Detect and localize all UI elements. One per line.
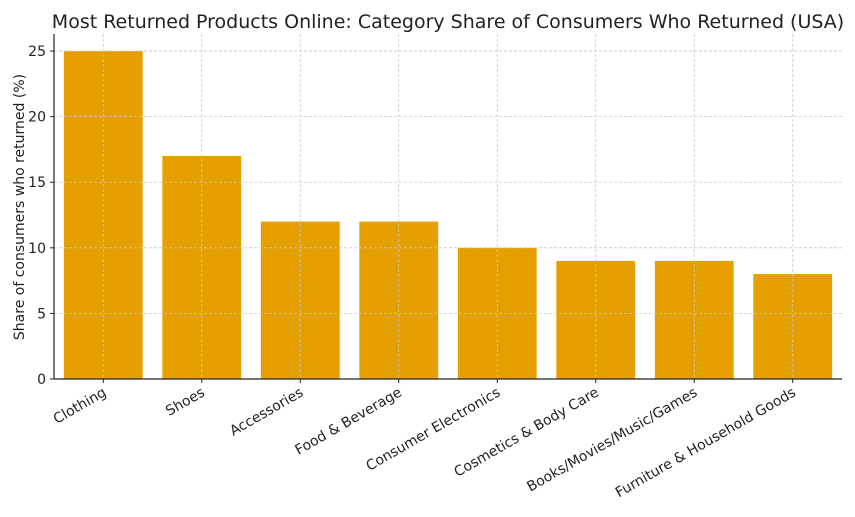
x-tick-label: Accessories [227,385,306,440]
y-axis-label: Share of consumers who returned (%) [12,74,28,340]
x-tick-label: Books/Movies/Music/Games [524,385,700,496]
y-tick-label: 0 [37,372,46,388]
y-tick-label: 15 [28,175,46,191]
y-tick-label: 10 [28,241,46,257]
x-tick-label: Shoes [163,385,208,420]
y-tick-label: 25 [28,44,46,60]
x-tick-label: Clothing [51,385,109,428]
x-tick-label: Furniture & Household Goods [613,385,799,502]
chart-title: Most Returned Products Online: Category … [52,11,844,33]
bars [63,51,833,380]
y-tick-label: 20 [28,110,46,126]
y-tick-label: 5 [37,306,46,322]
